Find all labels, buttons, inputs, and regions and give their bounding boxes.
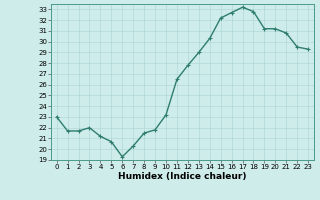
X-axis label: Humidex (Indice chaleur): Humidex (Indice chaleur)	[118, 172, 247, 181]
